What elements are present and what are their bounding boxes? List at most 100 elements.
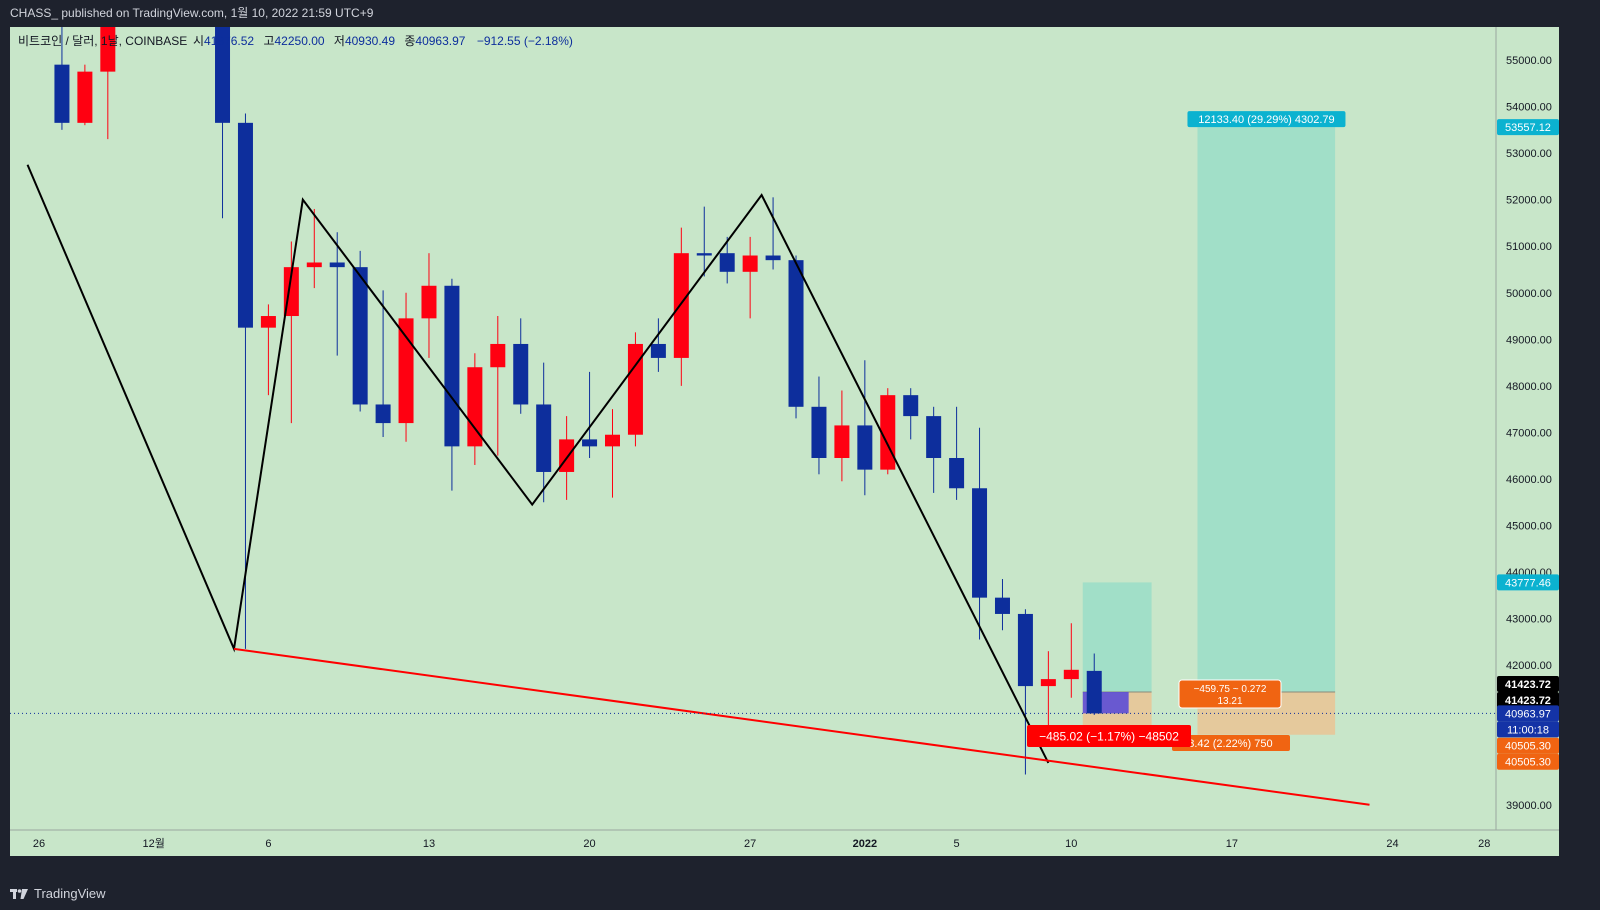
price-tick-label: 53000.00: [1506, 148, 1552, 160]
axis-label-entry-bottom-bg: [1497, 691, 1559, 708]
price-tick-label: 39000.00: [1506, 800, 1552, 812]
candle-body: [1086, 670, 1102, 714]
candle-20: [490, 316, 506, 456]
candle-15: [375, 290, 391, 438]
candle-34: [811, 376, 827, 475]
candle-28: [673, 227, 689, 386]
target-zone-right[interactable]: [1197, 127, 1336, 692]
time-tick-label: 13: [423, 838, 435, 850]
candle-body: [559, 439, 575, 472]
time-tick-label: 2022: [853, 838, 877, 850]
candle-35: [834, 390, 850, 482]
candle-16: [398, 292, 414, 442]
price-tick-label: 54000.00: [1506, 102, 1552, 114]
candle-19: [467, 353, 483, 465]
price-tick-label: 46000.00: [1506, 474, 1552, 486]
candle-body: [605, 434, 620, 447]
candle-body: [536, 404, 552, 472]
legend-symbol: 비트코인 / 달러, 1날, COINBASE: [18, 34, 187, 48]
axis-label-stop-top-bg: [1497, 737, 1559, 754]
candle-body: [582, 439, 598, 447]
candle-41: [972, 427, 988, 640]
risk-ratio-bg: [1178, 679, 1282, 709]
tradingview-label: TradingView: [34, 886, 106, 901]
candle-27: [650, 318, 666, 372]
loss-info-label-bg: [1027, 725, 1191, 747]
candle-13: [329, 232, 345, 356]
legend-low-label: 저: [334, 34, 345, 48]
candle-body: [398, 318, 414, 424]
axis-label-entry-bottom-text: 41423.72: [1505, 695, 1551, 707]
candle-body: [719, 253, 735, 272]
candle-36: [857, 360, 873, 496]
candle-body: [352, 267, 368, 405]
price-tick-label: 43000.00: [1506, 614, 1552, 626]
price-tick-label: 42000.00: [1506, 660, 1552, 672]
candle-body: [903, 395, 919, 417]
axis-label-entry-bottom: 41423.72: [1497, 691, 1559, 708]
footer: TradingView: [0, 877, 1600, 910]
axis-label-entry-top-text: 41423.72: [1505, 679, 1551, 691]
axis-label-countdown-text: 11:00:18: [1507, 724, 1549, 736]
time-axis-background[interactable]: [10, 830, 1559, 856]
candle-14: [352, 250, 368, 412]
candle-body: [811, 406, 827, 459]
axis-label-last-price: 40963.97: [1497, 705, 1559, 722]
risk-ratio-line-2: 13.21: [1217, 696, 1242, 707]
axis-label-stop-bottom-bg: [1497, 753, 1559, 770]
candle-body: [100, 13, 116, 72]
price-tick-label: 51000.00: [1506, 241, 1552, 253]
candle-body: [444, 285, 460, 447]
time-tick-label: 10: [1065, 838, 1077, 850]
legend[interactable]: 비트코인 / 달러, 1날, COINBASE 시41876.52 고42250…: [18, 34, 573, 48]
trendline[interactable]: [233, 647, 1370, 806]
publish-info: CHASS_ published on TradingView.com, 1월 …: [10, 6, 374, 20]
candle-body: [77, 71, 93, 123]
zigzag-line[interactable]: [26, 164, 1050, 764]
candle-body: [421, 285, 437, 319]
candle-body: [949, 458, 965, 489]
time-tick-label: 26: [33, 838, 45, 850]
legend-high-label: 고: [263, 34, 274, 48]
price-chart[interactable]: 55000.00 54000.00 53000.00 52000.00 51000.00…: [0, 8, 1600, 877]
candle-body: [54, 64, 70, 123]
tradingview-brand[interactable]: TradingView: [10, 886, 106, 901]
candle-21: [513, 318, 529, 414]
axis-label-last-price-bg: [1497, 705, 1559, 722]
legend-low-value: 40930.49: [345, 34, 395, 48]
candle-body: [994, 597, 1010, 614]
candle-44: [1040, 651, 1056, 735]
time-tick-label: 6: [265, 838, 271, 850]
legend-close-label: 종: [404, 34, 415, 48]
candle-30: [719, 236, 735, 284]
candle-29: [696, 206, 712, 277]
time-tick-label: 24: [1386, 838, 1398, 850]
axis-label-stop-top: 40505.30: [1497, 737, 1559, 754]
candle-3: [100, 8, 116, 140]
target-info-label-bg: [1187, 111, 1346, 128]
loss-info-label-text: −485.02 (−1.17%) −48502: [1039, 729, 1179, 743]
legend-high-value: 42250.00: [275, 34, 325, 48]
candle-32: [765, 197, 781, 270]
stop-info-label-bg: [1172, 735, 1290, 751]
time-tick-label: 12월: [143, 837, 165, 850]
candle-body: [834, 425, 850, 459]
chart-container[interactable]: 55000.00 54000.00 53000.00 52000.00 51000.00…: [0, 8, 1600, 877]
price-axis-labels: 53557.1243777.4641423.7241423.7240963.97…: [1497, 119, 1559, 770]
candle-31: [742, 236, 758, 319]
legend-change: −912.55 (−2.18%): [477, 34, 573, 48]
candle-1: [54, 18, 70, 130]
candle-33: [788, 255, 804, 419]
axis-label-entry-top-bg: [1497, 675, 1559, 692]
candle-body: [329, 262, 345, 268]
tradingview-logo-icon: [10, 888, 28, 899]
price-tick-label: 52000.00: [1506, 195, 1552, 207]
candle-8: [215, 13, 231, 219]
axis-label-target-text: 53557.12: [1505, 122, 1551, 134]
axis-label-target-left-text: 43777.46: [1505, 577, 1551, 589]
price-tick-label: 48000.00: [1506, 381, 1552, 393]
axis-label-countdown-bg: [1497, 721, 1559, 738]
candle-body: [857, 425, 873, 470]
target-info-label: 12133.40 (29.29%) 4302.79: [1187, 111, 1346, 128]
